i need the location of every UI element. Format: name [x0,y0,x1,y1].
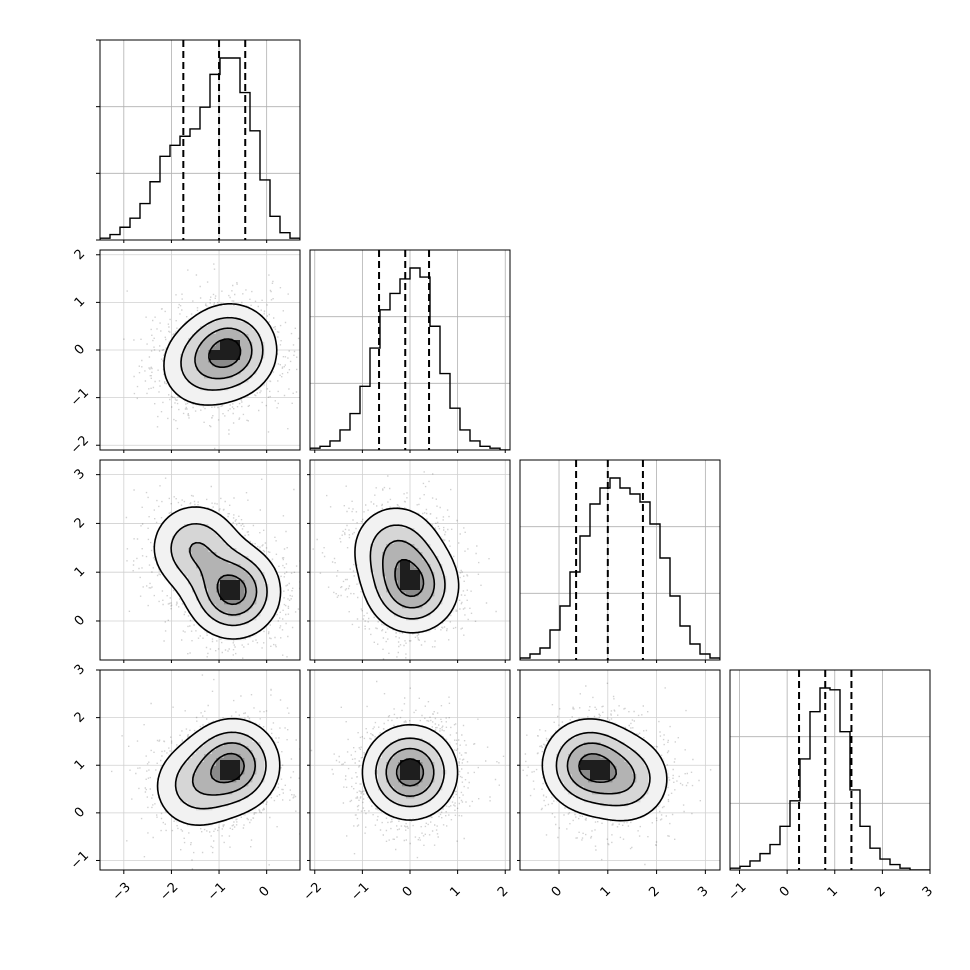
y-tick-label: 0 [72,342,88,358]
x-tick-label: 3 [920,884,936,900]
y-tick-label: −1 [68,386,92,410]
x-tick-label: −2 [301,880,325,904]
y-tick-label: 1 [72,757,88,773]
y-tick-label: −2 [68,433,92,457]
density-frame [99,669,301,871]
y-tick-label: 2 [72,709,88,725]
contour-line-1 [375,737,445,808]
density-layer [100,460,300,660]
contour-line-2 [194,327,253,380]
hist-frame-0 [99,39,301,241]
contour-line-1 [555,731,651,807]
contour-line-2 [191,742,257,796]
x-tick-label: −1 [348,880,372,904]
density-layer [310,460,510,660]
y-tick-label: 2 [72,247,88,263]
density-layer [100,250,300,450]
x-tick-label: 2 [646,884,662,900]
x-tick-label: 0 [777,884,793,900]
hist-frame-3 [729,669,931,871]
contour-line-1 [170,522,268,627]
density-layer [310,670,510,870]
x-tick-label: −1 [725,880,749,904]
x-tick-label: −2 [157,880,181,904]
density-peak [220,580,240,600]
density-frame [99,459,301,661]
hist-frame-2 [519,459,721,661]
contour-line-2 [566,742,636,795]
x-tick-label: 2 [495,884,511,900]
density-peak [400,760,420,780]
contour-line-2 [385,747,435,798]
contour-line-2 [189,541,258,616]
contour-line-0 [361,723,459,821]
contour-line-0 [163,303,278,406]
contour-line-0 [156,717,281,826]
density-frame [519,669,721,871]
contour-line-1 [369,524,446,620]
x-tick-label: 3 [695,884,711,900]
contour-line-3 [210,752,245,784]
histogram-0 [100,57,300,240]
y-tick-label: 2 [72,515,88,531]
y-tick-label: 0 [72,805,88,821]
contour-line-0 [541,718,668,822]
x-tick-label: 0 [256,884,272,900]
hist-panel-3 [730,670,930,870]
contour-line-3 [394,558,425,598]
density-layer [100,670,300,870]
y-tick-label: −1 [68,848,92,872]
x-tick-label: −3 [110,880,134,904]
contour-line-1 [174,731,267,810]
y-tick-label: 1 [72,294,88,310]
density-layer [520,670,720,870]
density-peak [580,760,610,780]
y-tick-label: 0 [72,613,88,629]
contour-line-3 [208,338,242,368]
x-tick-label: −1 [205,880,229,904]
x-tick-label: 1 [825,884,841,900]
y-tick-label: 3 [72,662,88,678]
histogram-1 [310,267,510,450]
contour-line-2 [381,539,436,609]
contour-line-0 [354,507,460,634]
x-tick-label: 1 [447,884,463,900]
contour-line-3 [395,758,425,787]
y-tick-label: 1 [72,564,88,580]
x-tick-label: 0 [400,884,416,900]
x-tick-label: 0 [549,884,565,900]
contour-line-3 [578,752,618,784]
density-peak [210,340,240,360]
density-peak [220,760,240,780]
contour-line-0 [153,506,282,640]
contour-line-1 [180,316,264,391]
density-peak [400,560,420,590]
y-tick-label: 3 [72,466,88,482]
x-tick-label: 1 [598,884,614,900]
x-tick-label: 2 [872,884,888,900]
contour-line-3 [216,574,247,606]
histogram-2 [520,477,720,660]
